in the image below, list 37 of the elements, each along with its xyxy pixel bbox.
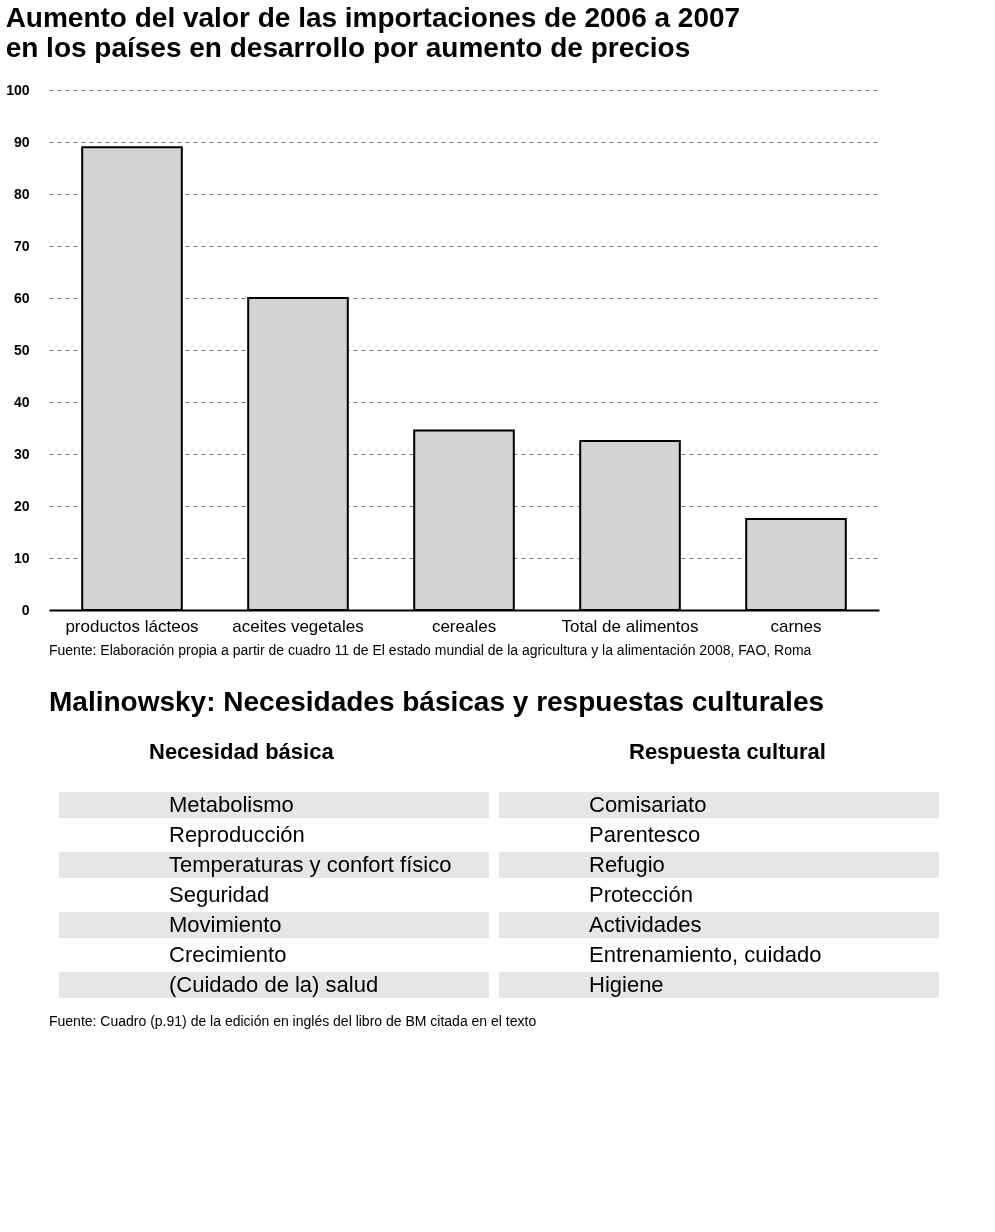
text: Aumento del valor de las importaciones de 2006 a 2007 bbox=[5, 2, 741, 33]
text: Parentesco bbox=[589, 822, 701, 847]
text: Protección bbox=[589, 882, 693, 907]
text: Metabolismo bbox=[169, 792, 294, 817]
y-tick-label: 40 bbox=[13, 393, 30, 410]
text: Temperaturas y confort físico bbox=[169, 852, 452, 877]
text: Refugio bbox=[589, 852, 665, 877]
text: (Cuidado de la) salud bbox=[169, 972, 379, 997]
y-tick-label: 100 bbox=[6, 81, 30, 98]
text: Seguridad bbox=[169, 882, 270, 907]
text: Respuesta cultural bbox=[629, 739, 826, 764]
y-tick-label: 10 bbox=[13, 549, 30, 566]
source-note: Fuente: Elaboración propia a partir de cuadro 11 de El estado mundial de la agricultura y la alimentación 2008, FAO, Roma bbox=[49, 642, 812, 658]
text: Entrenamiento, cuidado bbox=[589, 942, 822, 967]
x-tick-label: Total de alimentos bbox=[561, 616, 699, 636]
x-tick-label: aceites vegetales bbox=[232, 616, 364, 636]
x-tick-label: productos lácteos bbox=[65, 616, 199, 636]
x-tick-label: carnes bbox=[770, 616, 822, 636]
text: Crecimiento bbox=[169, 942, 287, 967]
text: Malinowsky: Necesidades básicas y respuestas culturales bbox=[49, 686, 825, 717]
y-tick-label: 0 bbox=[21, 601, 30, 618]
text: Actividades bbox=[589, 912, 702, 937]
x-tick-label: cereales bbox=[431, 616, 497, 636]
text: Higiene bbox=[589, 972, 664, 997]
y-tick-label: 20 bbox=[13, 497, 30, 514]
y-tick-label: 70 bbox=[13, 237, 30, 254]
text: Reproducción bbox=[169, 822, 305, 847]
y-tick-label: 90 bbox=[13, 133, 30, 150]
y-tick-label: 30 bbox=[13, 445, 30, 462]
text: Movimiento bbox=[169, 912, 282, 937]
y-tick-label: 50 bbox=[13, 341, 30, 358]
y-tick-label: 60 bbox=[13, 289, 30, 306]
y-tick-label: 80 bbox=[13, 185, 30, 202]
text: Comisariato bbox=[589, 792, 707, 817]
text: Necesidad básica bbox=[149, 739, 335, 764]
source-note: Fuente: Cuadro (p.91) de la edición en inglés del libro de BM citada en el texto bbox=[49, 1013, 537, 1029]
text: en los países en desarrollo por aumento de precios bbox=[5, 32, 691, 63]
